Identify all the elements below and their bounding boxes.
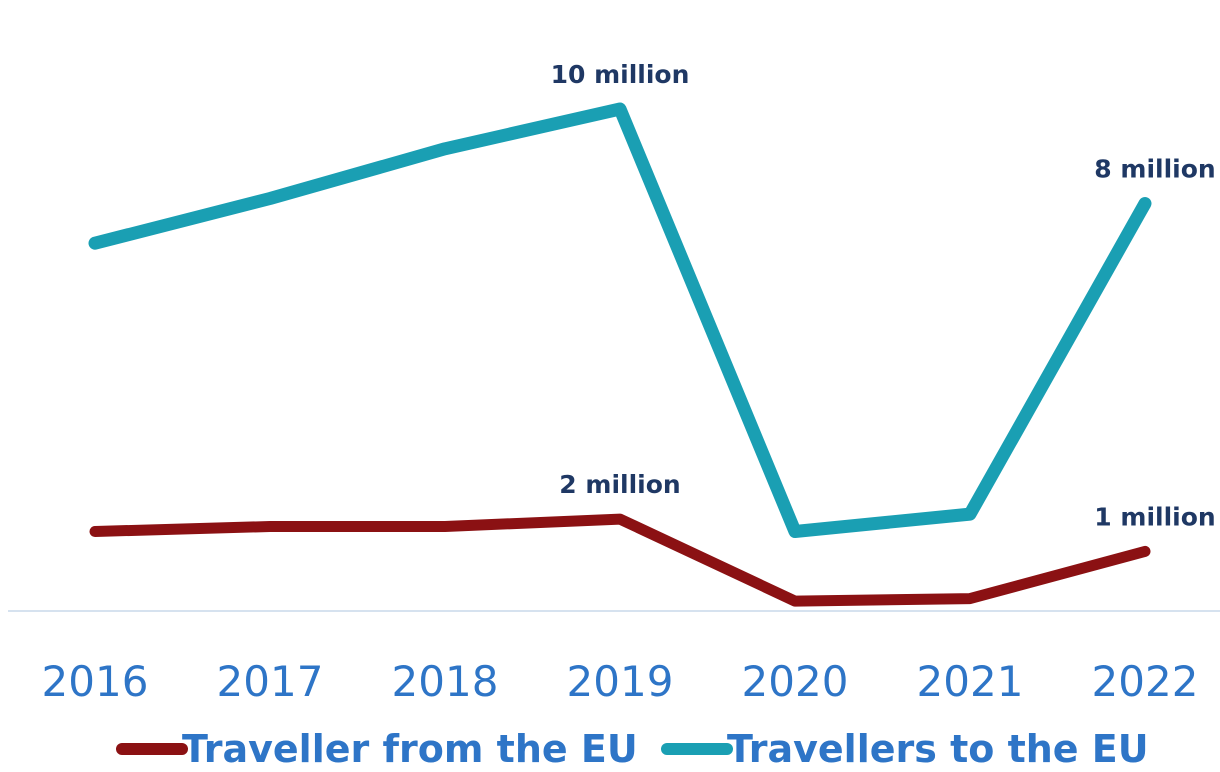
x-tick-label: 2018	[392, 657, 499, 706]
series-line-2	[88, 102, 1152, 538]
x-tick-label: 2020	[742, 657, 849, 706]
legend-label-2: Travellers to the EU	[727, 727, 1149, 771]
data-label: 8 million	[1094, 154, 1215, 183]
x-tick-label: 2016	[42, 657, 149, 706]
x-tick-label: 2022	[1092, 657, 1199, 706]
data-labels: 2 million 1 million 10 million 8 million	[551, 60, 1216, 531]
series-line-1	[89, 513, 1151, 607]
x-tick-label: 2021	[917, 657, 1024, 706]
data-label: 10 million	[551, 60, 690, 89]
x-tick-label: 2019	[567, 657, 674, 706]
data-label: 2 million	[559, 470, 680, 499]
x-tick-label: 2017	[217, 657, 324, 706]
series-lines	[88, 102, 1152, 607]
data-label: 1 million	[1094, 502, 1215, 531]
x-axis-ticks: 2016 2017 2018 2019 2020 2021 2022	[42, 657, 1199, 706]
legend-label-1: Traveller from the EU	[182, 727, 638, 771]
legend: Traveller from the EU Travellers to the E…	[116, 727, 1149, 771]
